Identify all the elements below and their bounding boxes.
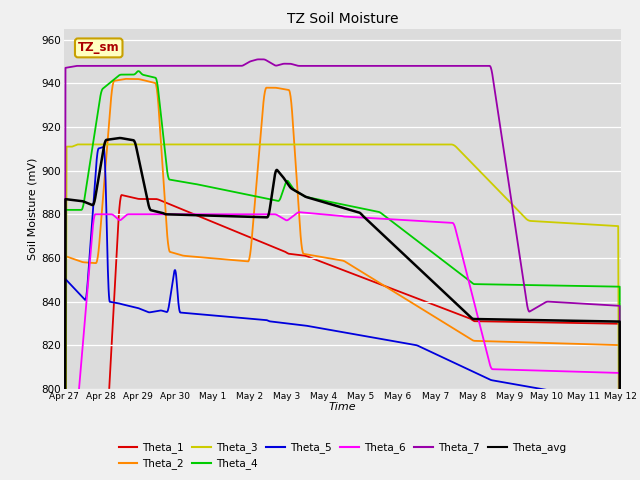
Title: TZ Soil Moisture: TZ Soil Moisture bbox=[287, 12, 398, 26]
Y-axis label: Soil Moisture (mV): Soil Moisture (mV) bbox=[28, 157, 37, 260]
Text: TZ_sm: TZ_sm bbox=[78, 41, 120, 54]
X-axis label: Time: Time bbox=[328, 402, 356, 412]
Legend: Theta_1, Theta_2, Theta_3, Theta_4, Theta_5, Theta_6, Theta_7, Theta_avg: Theta_1, Theta_2, Theta_3, Theta_4, Thet… bbox=[115, 438, 570, 474]
